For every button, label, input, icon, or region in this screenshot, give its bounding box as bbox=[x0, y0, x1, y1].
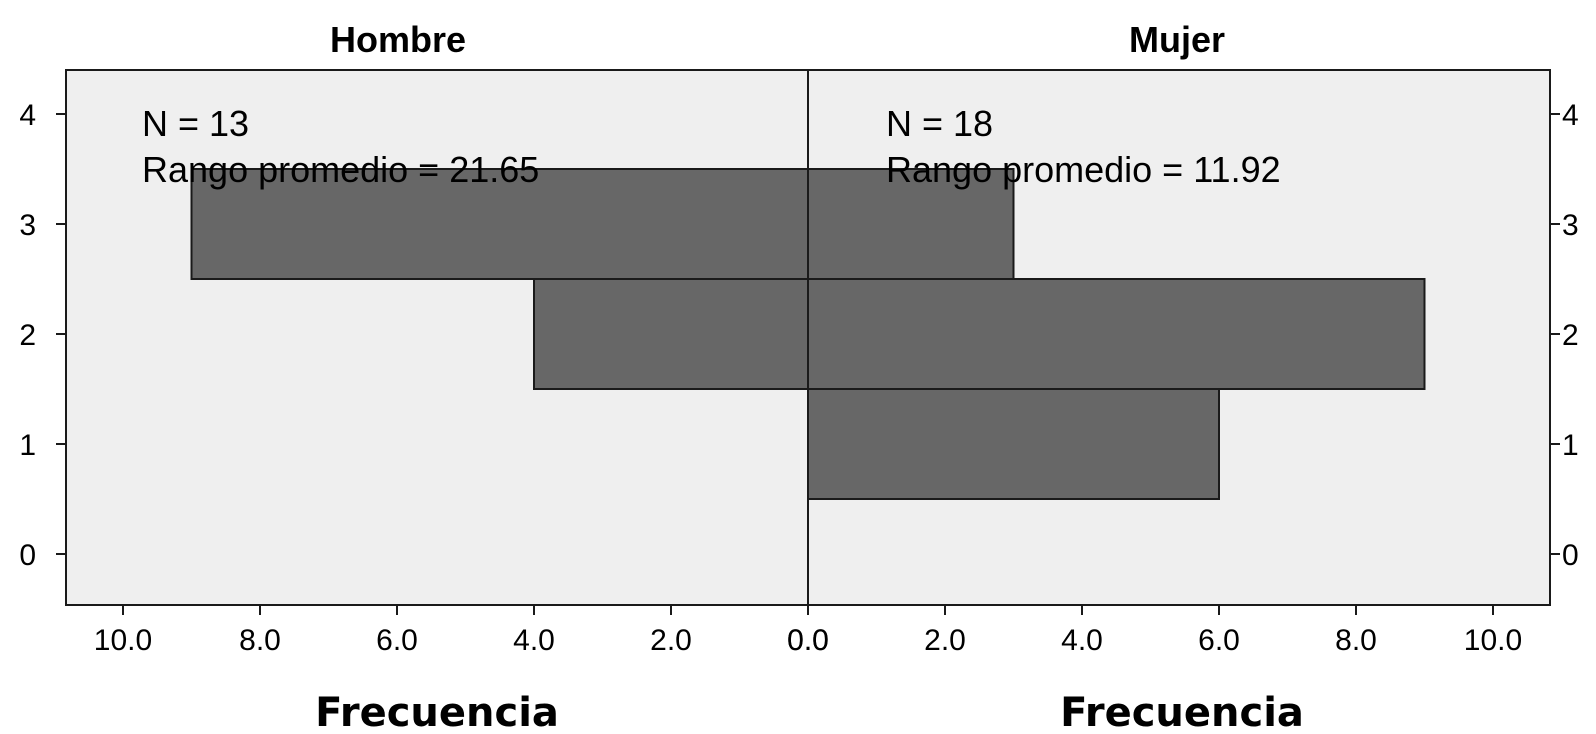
ytick-label-left-2: 2 bbox=[19, 319, 36, 352]
panel-title-hombre: Hombre bbox=[330, 19, 466, 60]
ytick-label-right-4: 4 bbox=[1562, 99, 1579, 132]
xtick-label-mujer-3: 6.0 bbox=[1198, 624, 1240, 657]
xtick-label-hombre-4: 8.0 bbox=[239, 624, 281, 657]
bar-mujer-1 bbox=[807, 388, 1220, 500]
xtick-label-hombre-2: 4.0 bbox=[513, 624, 555, 657]
ytick-label-left-4: 4 bbox=[19, 99, 36, 132]
ytick-label-right-1: 1 bbox=[1562, 429, 1579, 462]
bar-mujer-3 bbox=[807, 168, 1015, 280]
ytick-label-left-1: 1 bbox=[19, 429, 36, 462]
xtick-label-hombre-1: 2.0 bbox=[650, 624, 692, 657]
bar-hombre-2 bbox=[533, 278, 809, 390]
ytick-label-right-2: 2 bbox=[1562, 319, 1579, 352]
xtick-label-mujer-5: 10.0 bbox=[1464, 624, 1522, 657]
bar-hombre-3 bbox=[190, 168, 809, 280]
ytick-label-left-0: 0 bbox=[19, 539, 36, 572]
xtick-label-mujer-2: 4.0 bbox=[1061, 624, 1103, 657]
ytick-label-left-3: 3 bbox=[19, 209, 36, 242]
panel-title-mujer: Mujer bbox=[1129, 19, 1225, 60]
ytick-label-right-0: 0 bbox=[1562, 539, 1579, 572]
xtick-label-hombre-5: 10.0 bbox=[94, 624, 152, 657]
annotation-hombre-0: N = 13 bbox=[142, 103, 249, 144]
xtick-label-mujer-1: 2.0 bbox=[924, 624, 966, 657]
ytick-label-right-3: 3 bbox=[1562, 209, 1579, 242]
ticks-layer bbox=[56, 113, 1560, 615]
bar-mujer-2 bbox=[807, 278, 1426, 390]
xtick-label-mujer-0: 0.0 bbox=[787, 624, 829, 657]
bars-layer bbox=[190, 168, 1426, 500]
xtick-label-mujer-4: 8.0 bbox=[1335, 624, 1377, 657]
x-axis-label-mujer: Frecuencia bbox=[1060, 690, 1304, 734]
annotation-mujer-0: N = 18 bbox=[886, 103, 993, 144]
xtick-label-hombre-3: 6.0 bbox=[376, 624, 418, 657]
text-layer: 0.0 2.0 4.0 6.0 8.0 10.0 Hombre Frecuencia N = 1… bbox=[19, 19, 1578, 734]
xtick-label-hombre-0: 0.0 bbox=[787, 624, 829, 657]
x-axis-label-hombre: Frecuencia bbox=[315, 690, 559, 734]
annotation-mujer-1: Rango promedio = 11.92 bbox=[886, 149, 1281, 190]
annotation-hombre-1: Rango promedio = 21.65 bbox=[142, 149, 539, 190]
